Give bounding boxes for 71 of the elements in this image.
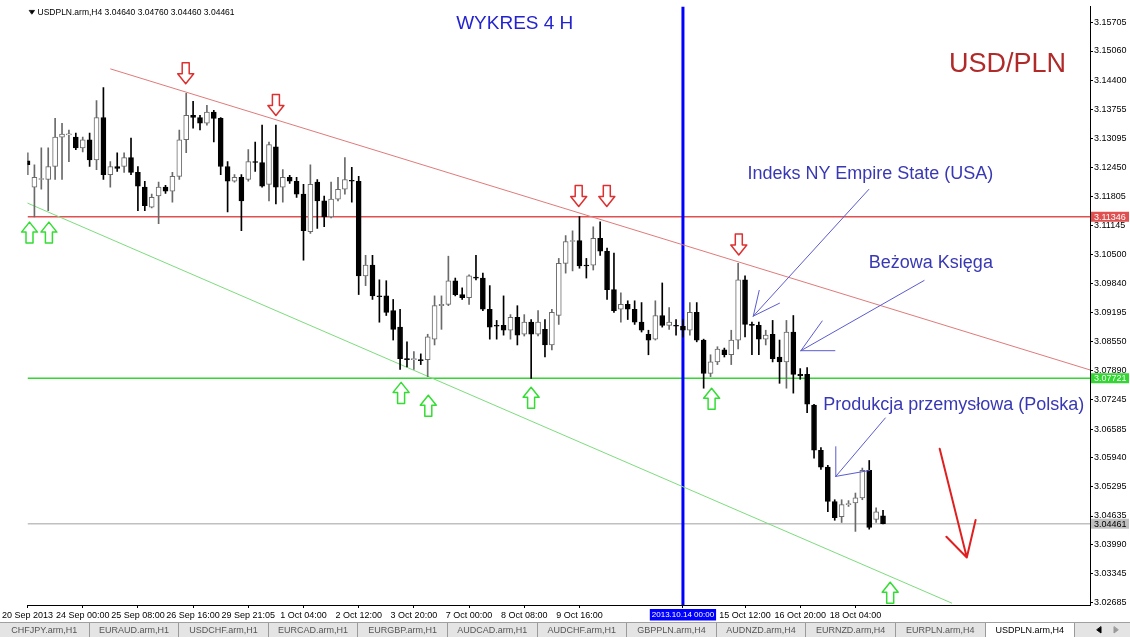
x-tick-label: 1 Oct 04:00 bbox=[280, 609, 327, 620]
x-tick-label: 26 Sep 16:00 bbox=[166, 609, 220, 620]
y-tick-label: 3.09840 bbox=[1094, 278, 1127, 289]
x-tick-label: 9 Oct 16:00 bbox=[556, 609, 603, 620]
x-tick-label: 7 Oct 00:00 bbox=[445, 609, 493, 620]
chart-subtitle: USDPLN.arm,H4 3.04640 3.04760 3.04460 3.04461 bbox=[37, 7, 235, 18]
y-tick-label: 3.13095 bbox=[1094, 133, 1127, 144]
annotation: Indeks NY Empire State (USA) bbox=[747, 163, 994, 185]
text: EURNZD.arm,H4 bbox=[806, 623, 896, 637]
text: AUDNZD.arm,H4 bbox=[716, 623, 807, 637]
y-tick-label: 3.07245 bbox=[1094, 394, 1127, 405]
y-tick-label: 3.12450 bbox=[1094, 161, 1127, 172]
y-tick-label: 3.09195 bbox=[1094, 307, 1127, 318]
text: GBPPLN.arm,H4 bbox=[627, 623, 717, 637]
y-tick-label: 3.10500 bbox=[1094, 248, 1127, 259]
x-tick-label: 15 Oct 12:00 bbox=[719, 609, 771, 620]
y-tick-label: 3.11145 bbox=[1094, 220, 1126, 231]
text: EURAUD.arm,H1 bbox=[89, 623, 180, 637]
candlestick bbox=[673, 319, 679, 336]
y-tick-label: 3.15705 bbox=[1094, 16, 1127, 27]
candlestick bbox=[210, 110, 217, 143]
y-tick-label: 3.06585 bbox=[1094, 423, 1127, 434]
text: AUDCHF.arm,H1 bbox=[537, 623, 628, 637]
y-tick-label: 3.11805 bbox=[1094, 190, 1126, 201]
x-tick-label: 20 Sep 2013 bbox=[2, 609, 54, 620]
x-tick-label: 3 Oct 20:00 bbox=[390, 609, 438, 620]
candlestick bbox=[411, 351, 417, 370]
y-tick-label: 3.14400 bbox=[1094, 74, 1127, 85]
candlestick bbox=[618, 292, 624, 323]
y-tick-label: 3.02685 bbox=[1094, 597, 1127, 608]
x-tick-label: 24 Sep 00:00 bbox=[55, 609, 110, 620]
candlestick bbox=[190, 101, 196, 129]
text: USDCHF.arm,H1 bbox=[179, 623, 269, 637]
annotation: Beżowa Księga bbox=[868, 252, 993, 274]
candlestick bbox=[66, 129, 72, 162]
candlestick bbox=[749, 321, 755, 356]
annotation: Produkcja przemysłowa (Polska) bbox=[823, 393, 1085, 415]
x-tick-label: 2 Oct 12:00 bbox=[335, 609, 382, 620]
ref-line-label: 3.04461 bbox=[1094, 518, 1127, 529]
y-tick-label: 3.03345 bbox=[1094, 568, 1127, 579]
text: CHFJPY.arm,H1 bbox=[0, 623, 90, 637]
x-tick-label: 2013.10.14 00:00 bbox=[651, 610, 715, 619]
candlestick bbox=[666, 307, 672, 330]
y-tick-label: 3.07890 bbox=[1094, 365, 1127, 376]
candlestick bbox=[114, 152, 121, 172]
x-tick-label: 18 Oct 04:00 bbox=[829, 609, 882, 620]
ref-line-label: 3.11346 bbox=[1094, 211, 1126, 222]
text: EURGBP.arm,H1 bbox=[358, 623, 448, 637]
y-tick-label: 3.03990 bbox=[1094, 539, 1127, 550]
candlestick bbox=[45, 147, 52, 212]
ref-line-label: 3.07721 bbox=[1094, 373, 1127, 384]
candlestick bbox=[528, 319, 534, 379]
y-tick-label: 3.13755 bbox=[1094, 103, 1127, 114]
y-tick-label: 3.15060 bbox=[1094, 45, 1127, 56]
y-tick-label: 3.05295 bbox=[1094, 481, 1127, 492]
candlestick bbox=[473, 254, 479, 281]
x-tick-label: 16 Oct 20:00 bbox=[774, 609, 827, 620]
text: USDPLN.arm,H4 bbox=[985, 623, 1076, 637]
y-tick-label: 3.08550 bbox=[1094, 335, 1127, 346]
text: EURCAD.arm,H1 bbox=[268, 623, 359, 637]
text: EURPLN.arm,H4 bbox=[895, 623, 986, 637]
candlestick bbox=[348, 167, 355, 203]
candlestick bbox=[404, 341, 410, 368]
x-tick-label: 25 Sep 08:00 bbox=[111, 609, 165, 620]
annotation: USD/PLN bbox=[949, 48, 1067, 80]
chart-title: WYKRES 4 H bbox=[456, 12, 574, 35]
text: AUDCAD.arm,H1 bbox=[447, 623, 538, 637]
x-tick-label: 8 Oct 08:00 bbox=[501, 609, 548, 620]
y-tick-label: 3.04635 bbox=[1094, 510, 1127, 521]
x-tick-label: 29 Sep 21:05 bbox=[221, 609, 276, 620]
y-tick-label: 3.05940 bbox=[1094, 452, 1127, 463]
